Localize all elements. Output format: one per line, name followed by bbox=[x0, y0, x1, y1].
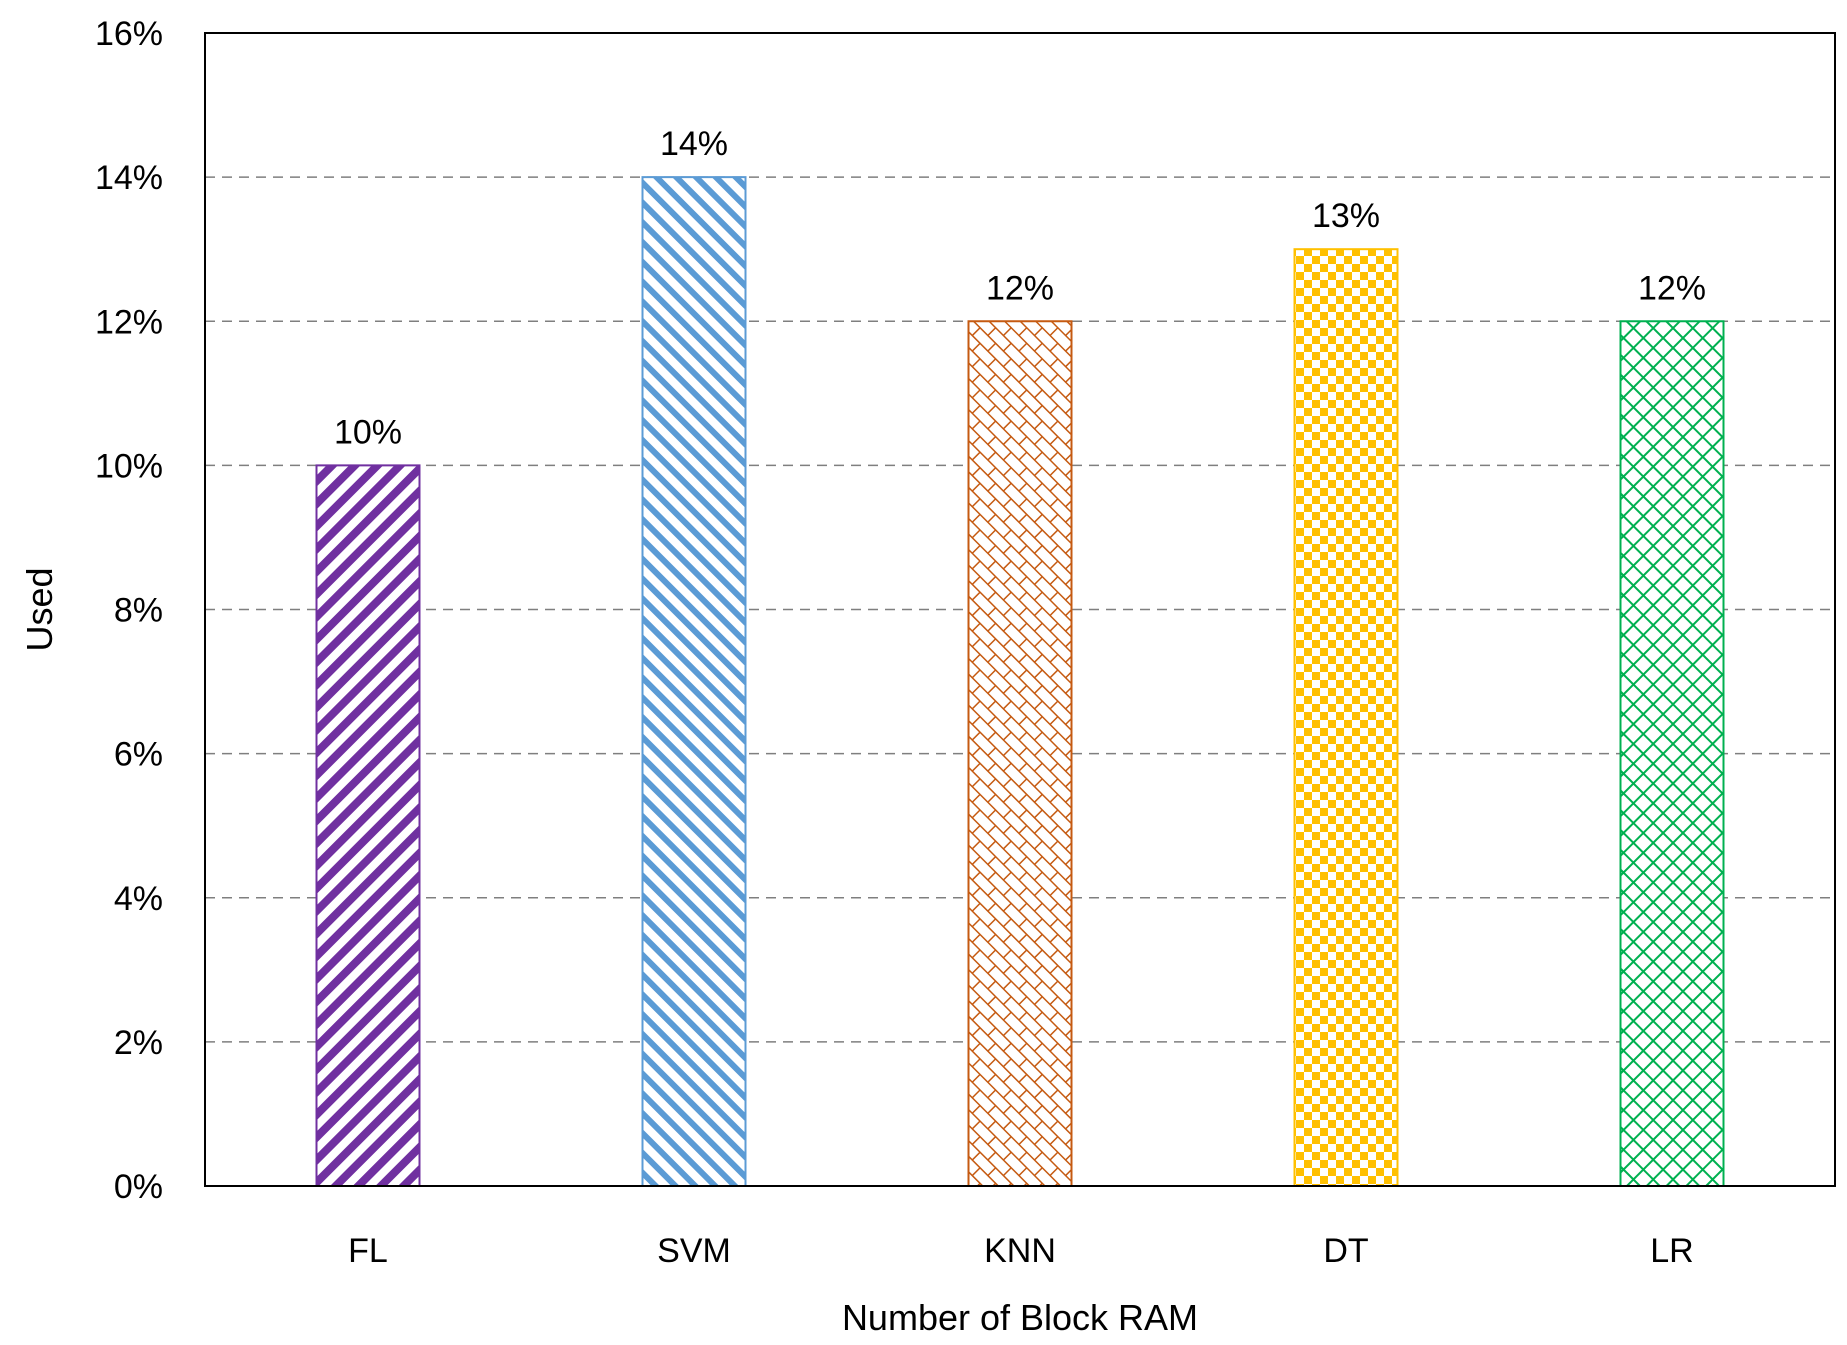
y-tick-label: 16% bbox=[95, 15, 163, 53]
y-axis-title: Used bbox=[19, 567, 60, 651]
y-tick-label: 12% bbox=[95, 303, 163, 341]
data-label: 10% bbox=[334, 413, 402, 451]
y-tick-label: 4% bbox=[114, 880, 163, 918]
bar-fl bbox=[315, 464, 421, 1187]
y-tick-label: 6% bbox=[114, 736, 163, 774]
y-tick-label: 8% bbox=[114, 592, 163, 630]
y-axis-ticks: 0% 2% 4% 6% 8% 10% 12% 14% 16% bbox=[95, 15, 163, 1206]
x-tick-label: FL bbox=[348, 1232, 388, 1270]
x-tick-label: LR bbox=[1650, 1232, 1693, 1270]
bars bbox=[315, 176, 1725, 1187]
data-label: 12% bbox=[986, 269, 1054, 307]
x-tick-label: SVM bbox=[657, 1232, 731, 1270]
y-tick-label: 10% bbox=[95, 447, 163, 485]
data-label: 13% bbox=[1312, 197, 1380, 235]
data-label: 14% bbox=[660, 125, 728, 163]
y-tick-label: 2% bbox=[114, 1024, 163, 1062]
x-axis-title: Number of Block RAM bbox=[842, 1297, 1198, 1338]
y-tick-label: 14% bbox=[95, 159, 163, 197]
bar-svm bbox=[641, 176, 747, 1187]
bar-lr bbox=[1619, 320, 1725, 1187]
y-tick-label: 0% bbox=[114, 1168, 163, 1206]
data-labels: 10% 14% 12% 13% 12% bbox=[334, 125, 1706, 451]
x-tick-label: KNN bbox=[984, 1232, 1056, 1270]
x-axis-ticks: FL SVM KNN DT LR bbox=[348, 1232, 1694, 1270]
bar-knn bbox=[967, 320, 1073, 1187]
data-label: 12% bbox=[1638, 269, 1706, 307]
bar-dt bbox=[1293, 248, 1399, 1187]
plot-area-frame bbox=[204, 32, 1836, 1187]
x-tick-label: DT bbox=[1323, 1232, 1368, 1270]
